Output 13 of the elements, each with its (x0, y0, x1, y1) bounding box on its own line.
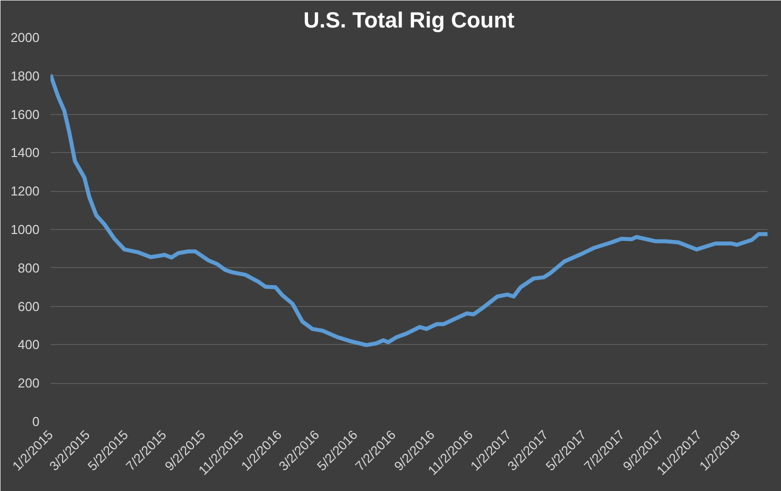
y-tick-label: 1600 (10, 106, 40, 122)
y-tick-label: 1800 (10, 68, 40, 84)
y-tick-label: 600 (18, 298, 40, 314)
y-tick-label: 2000 (10, 30, 40, 45)
chart-title: U.S. Total Rig Count (303, 8, 516, 32)
y-tick-label: 1200 (10, 184, 40, 199)
y-tick-label: 1400 (10, 145, 40, 160)
y-tick-label: 400 (18, 337, 40, 352)
y-tick-label: 0 (32, 414, 40, 429)
y-tick-label: 1000 (10, 222, 40, 237)
line-series (50, 72, 768, 348)
y-tick-label: 200 (18, 376, 40, 391)
y-tick-label: 800 (18, 260, 40, 276)
